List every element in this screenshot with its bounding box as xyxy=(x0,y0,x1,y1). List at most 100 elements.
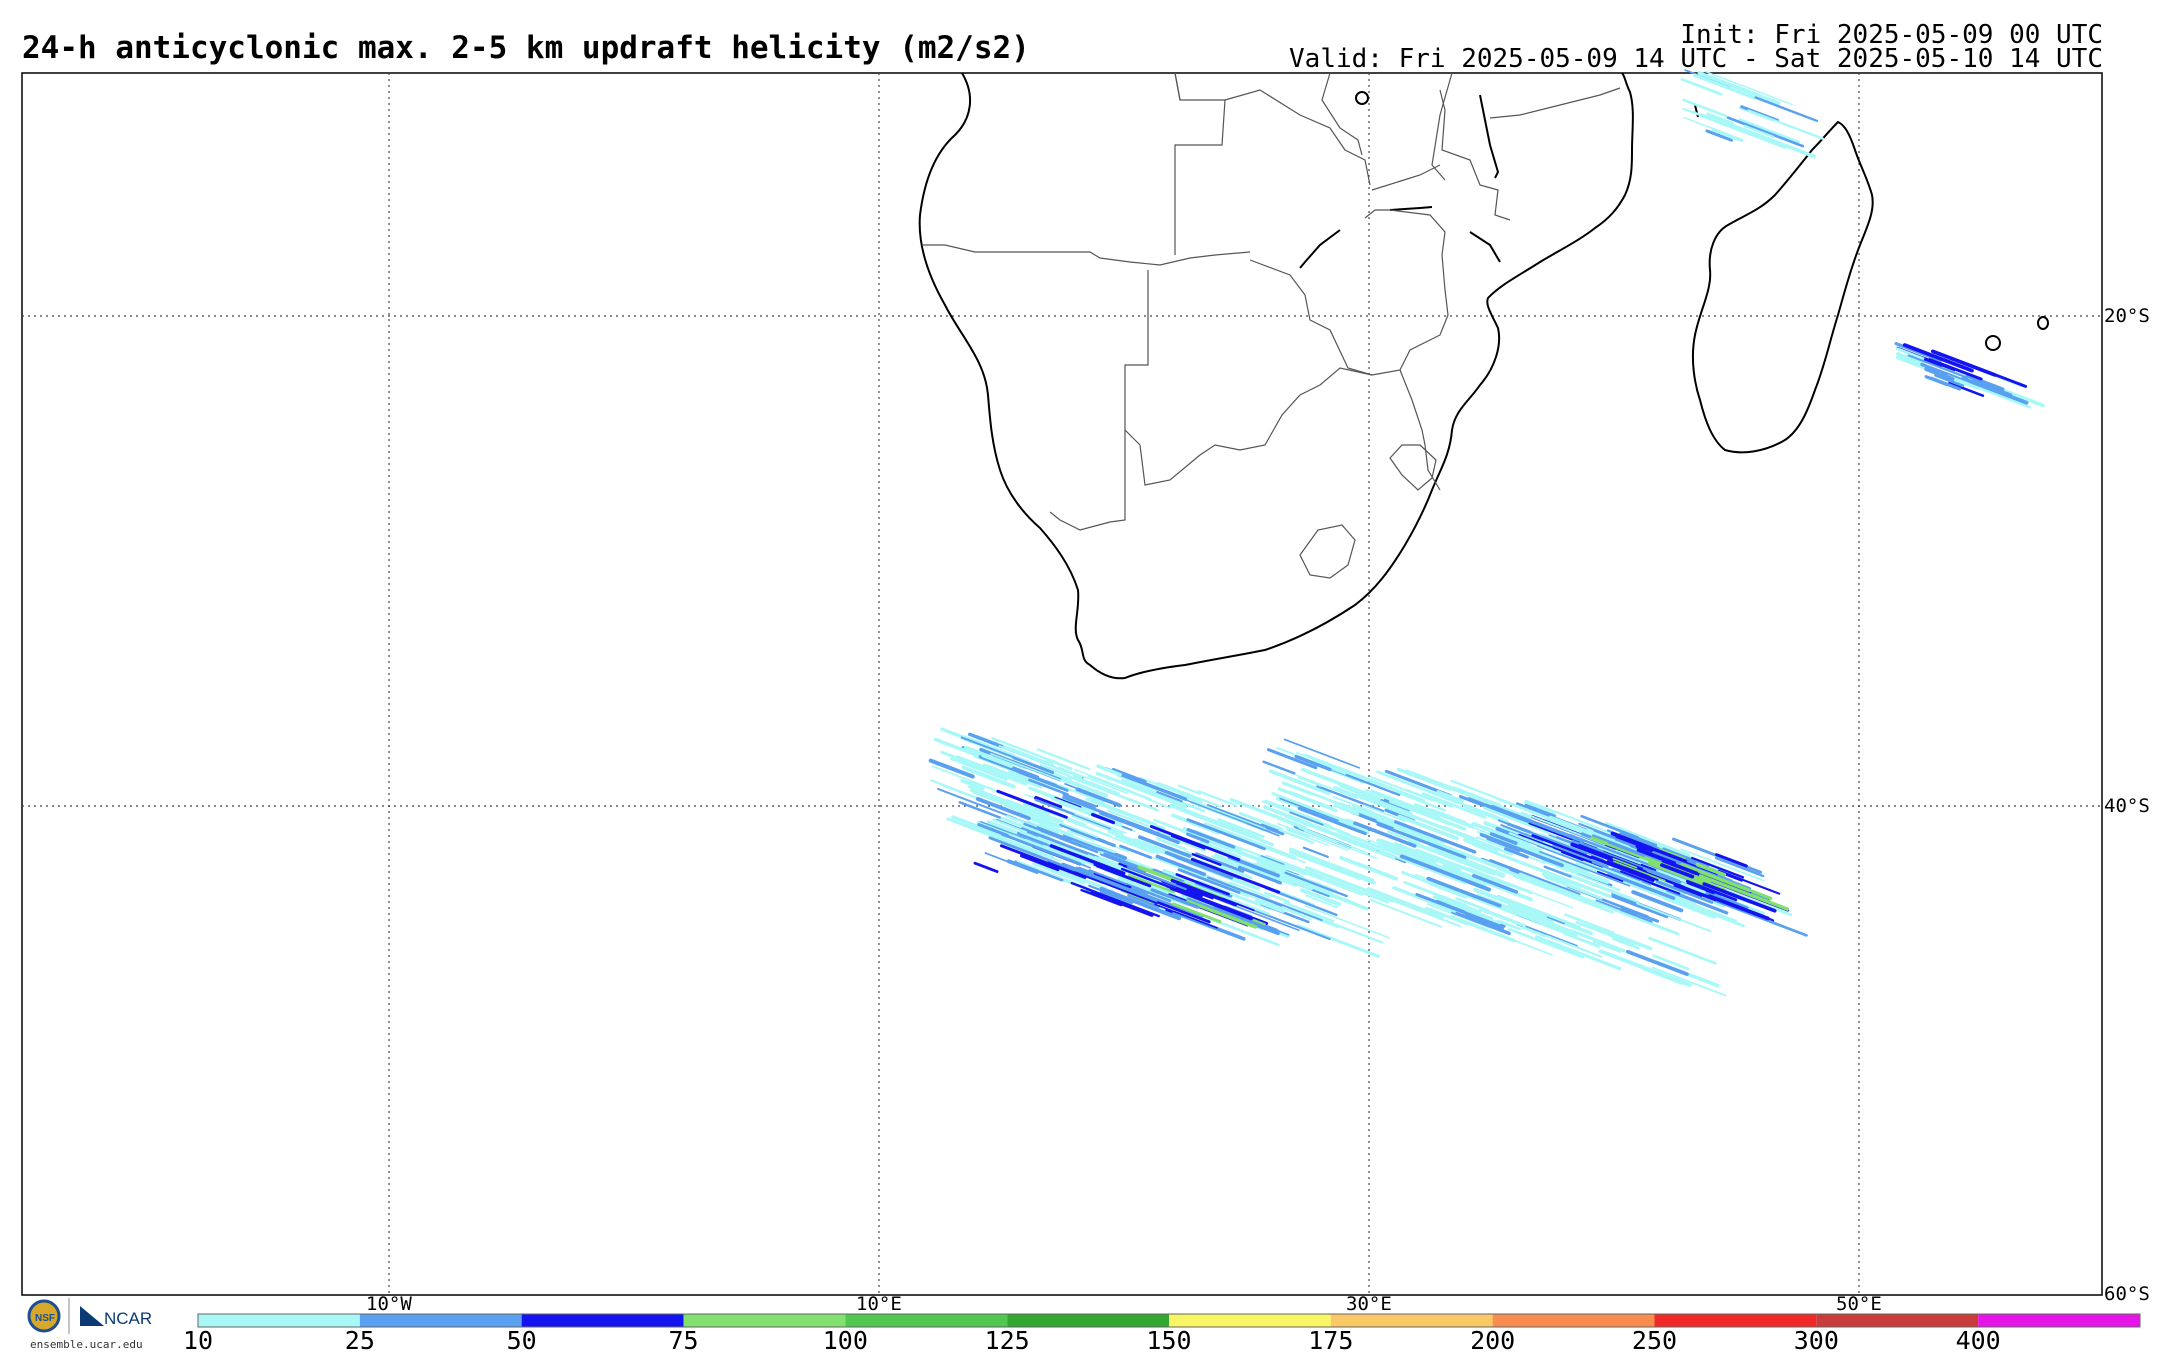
helicity-streak xyxy=(1177,784,1202,795)
helicity-streak xyxy=(999,844,1087,879)
helicity-streak xyxy=(1704,70,1793,106)
helicity-streak xyxy=(1266,748,1318,770)
lon-label-30e: 30°E xyxy=(1346,1293,1392,1315)
helicity-streak xyxy=(1534,935,1622,971)
helicity-streak xyxy=(1186,828,1236,849)
helicity-streak xyxy=(1571,871,1621,892)
helicity-streak xyxy=(1339,802,1419,835)
colorbar-segment xyxy=(1169,1314,1331,1327)
helicity-streak xyxy=(1613,860,1666,882)
helicity-streak xyxy=(1093,863,1125,877)
helicity-streak xyxy=(1556,850,1607,873)
mauritius-island xyxy=(2037,316,2049,330)
colorbar-segment xyxy=(1007,1314,1169,1327)
helicity-streak xyxy=(1074,870,1159,904)
helicity-streak xyxy=(1680,862,1773,900)
helicity-streak xyxy=(1301,767,1381,801)
helicity-streak xyxy=(1611,937,1640,950)
colorbar-tick-label: 75 xyxy=(668,1326,698,1354)
helicity-streak xyxy=(1707,894,1770,921)
helicity-streak xyxy=(1506,822,1532,834)
helicity-streak xyxy=(1508,832,1562,854)
helicity-streak xyxy=(1257,855,1308,876)
helicity-streak xyxy=(1709,116,1736,129)
helicity-streak xyxy=(1303,830,1378,859)
colorbar-tick-label: 300 xyxy=(1794,1326,1839,1354)
helicity-streak xyxy=(1496,894,1581,929)
helicity-streak xyxy=(1171,902,1222,924)
helicity-streak xyxy=(1648,936,1717,965)
helicity-streak xyxy=(1651,966,1727,997)
helicity-streak xyxy=(1717,869,1781,895)
lat-label-40s: 40°S xyxy=(2104,795,2150,817)
colorbar-segment xyxy=(683,1314,846,1327)
helicity-streak xyxy=(1636,847,1677,866)
lon-label-10w: 10°W xyxy=(366,1293,412,1315)
helicity-streak xyxy=(1591,861,1642,882)
helicity-streak xyxy=(1019,830,1088,859)
helicity-streak xyxy=(1074,812,1127,834)
helicity-streak xyxy=(1531,834,1593,859)
helicity-streak xyxy=(1702,882,1777,913)
africa-coastline xyxy=(918,72,1634,680)
helicity-streak xyxy=(1585,922,1653,951)
helicity-streak xyxy=(1544,934,1603,958)
lon-label-50e: 50°E xyxy=(1836,1293,1882,1315)
helicity-streak xyxy=(1169,886,1254,921)
helicity-streak xyxy=(1018,833,1048,846)
helicity-streak xyxy=(1436,790,1464,803)
border-botswana-zimbabwe xyxy=(1249,259,1373,376)
helicity-streak xyxy=(1575,920,1635,946)
helicity-streak xyxy=(1415,892,1505,929)
helicity-streak xyxy=(1075,787,1122,808)
helicity-streak xyxy=(991,754,1027,770)
colorbar-tick-label: 25 xyxy=(345,1326,375,1354)
helicity-streak xyxy=(1271,792,1357,826)
border-tanzania-mozambique xyxy=(1489,87,1621,119)
helicity-streak xyxy=(1392,886,1457,913)
helicity-streak xyxy=(1342,869,1376,885)
mozambique-channel-coast xyxy=(1469,231,1501,263)
colorbar-tick-label: 150 xyxy=(1146,1326,1191,1354)
helicity-streak xyxy=(1071,814,1124,836)
helicity-streak xyxy=(1087,774,1152,801)
helicity-streak xyxy=(1507,927,1585,959)
colorbar-segment xyxy=(1816,1314,1979,1327)
helicity-streak xyxy=(1207,876,1283,907)
border-zambia-east xyxy=(1224,89,1371,186)
helicity-streak xyxy=(1660,863,1695,879)
helicity-streak xyxy=(1066,819,1154,854)
helicity-streak xyxy=(1738,118,1800,144)
helicity-streak xyxy=(1479,832,1564,868)
helicity-streak xyxy=(1028,778,1069,796)
helicity-streak xyxy=(1524,803,1557,817)
helicity-streak xyxy=(1206,804,1283,834)
helicity-streak xyxy=(960,779,985,791)
helicity-streak xyxy=(1387,830,1421,845)
helicity-streak xyxy=(1178,792,1203,804)
helicity-streak xyxy=(946,817,1004,842)
colorbar-segment xyxy=(1978,1314,2140,1327)
helicity-streak xyxy=(1199,840,1242,860)
helicity-streak xyxy=(1541,859,1579,875)
helicity-streak xyxy=(990,752,1069,784)
helicity-streak xyxy=(1652,954,1690,971)
border-malawi xyxy=(1439,89,1511,221)
lake-tanganyika-south xyxy=(1355,91,1369,105)
helicity-streak xyxy=(1177,868,1241,894)
helicity-streak xyxy=(1295,774,1358,799)
helicity-streak xyxy=(1472,873,1519,894)
helicity-streak xyxy=(1429,882,1467,899)
helicity-streak xyxy=(974,755,1019,774)
helicity-streak xyxy=(1394,820,1477,854)
helicity-streak xyxy=(1489,832,1518,845)
helicity-streak xyxy=(1096,764,1122,777)
helicity-streak xyxy=(1208,917,1280,947)
ensemble-url: ensemble.ucar.edu xyxy=(30,1338,143,1351)
helicity-streak xyxy=(933,737,981,758)
helicity-streak xyxy=(928,758,975,779)
svg-text:NSF: NSF xyxy=(35,1313,55,1324)
helicity-streak xyxy=(1631,890,1684,913)
helicity-streak xyxy=(998,745,1083,779)
